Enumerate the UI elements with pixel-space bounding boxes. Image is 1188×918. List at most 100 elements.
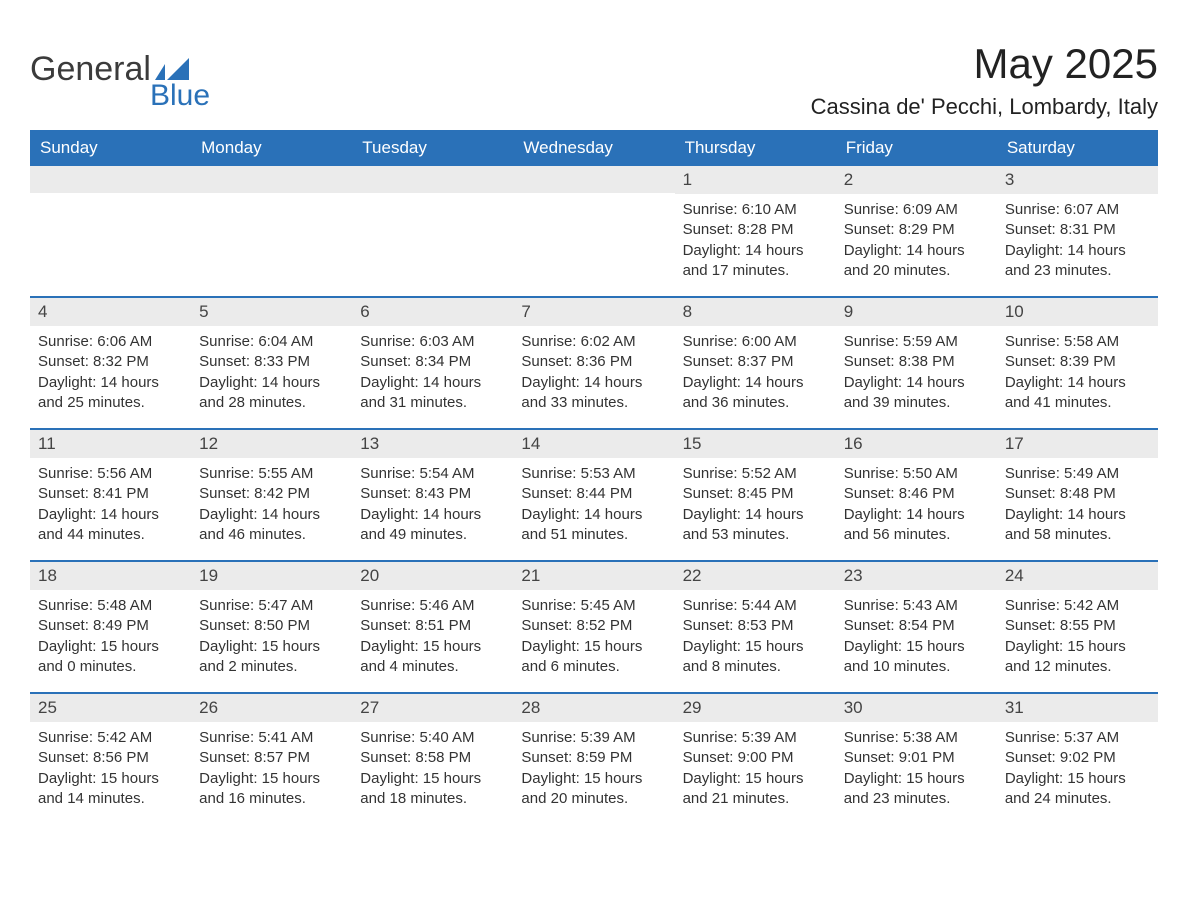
daylight-text: Daylight: 15 hours and 24 minutes. [1005, 769, 1150, 810]
calendar-cell: 1Sunrise: 6:10 AMSunset: 8:28 PMDaylight… [675, 166, 836, 296]
cell-body: Sunrise: 6:03 AMSunset: 8:34 PMDaylight:… [352, 326, 513, 423]
cell-body: Sunrise: 5:48 AMSunset: 8:49 PMDaylight:… [30, 590, 191, 687]
brand-word2: Blue [150, 79, 210, 113]
week-row: 18Sunrise: 5:48 AMSunset: 8:49 PMDayligh… [30, 560, 1158, 692]
calendar-cell: 13Sunrise: 5:54 AMSunset: 8:43 PMDayligh… [352, 430, 513, 560]
calendar-cell: 7Sunrise: 6:02 AMSunset: 8:36 PMDaylight… [513, 298, 674, 428]
daylight-text: Daylight: 14 hours and 56 minutes. [844, 505, 989, 546]
daylight-text: Daylight: 15 hours and 12 minutes. [1005, 637, 1150, 678]
day-number: 16 [836, 430, 997, 458]
daylight-text: Daylight: 14 hours and 46 minutes. [199, 505, 344, 546]
sunset-text: Sunset: 8:58 PM [360, 748, 505, 768]
sunset-text: Sunset: 8:41 PM [38, 484, 183, 504]
cell-body: Sunrise: 5:52 AMSunset: 8:45 PMDaylight:… [675, 458, 836, 555]
cell-body: Sunrise: 5:54 AMSunset: 8:43 PMDaylight:… [352, 458, 513, 555]
week-row: 1Sunrise: 6:10 AMSunset: 8:28 PMDaylight… [30, 166, 1158, 296]
sunrise-text: Sunrise: 5:42 AM [1005, 596, 1150, 616]
sunrise-text: Sunrise: 6:10 AM [683, 200, 828, 220]
sunset-text: Sunset: 8:46 PM [844, 484, 989, 504]
sunrise-text: Sunrise: 5:42 AM [38, 728, 183, 748]
sunrise-text: Sunrise: 5:40 AM [360, 728, 505, 748]
sunset-text: Sunset: 8:36 PM [521, 352, 666, 372]
calendar-cell: 14Sunrise: 5:53 AMSunset: 8:44 PMDayligh… [513, 430, 674, 560]
weekday-header: Sunday [30, 130, 191, 166]
sunset-text: Sunset: 8:49 PM [38, 616, 183, 636]
calendar-cell: 11Sunrise: 5:56 AMSunset: 8:41 PMDayligh… [30, 430, 191, 560]
daylight-text: Daylight: 14 hours and 36 minutes. [683, 373, 828, 414]
sunset-text: Sunset: 9:00 PM [683, 748, 828, 768]
day-number: 23 [836, 562, 997, 590]
sunset-text: Sunset: 8:39 PM [1005, 352, 1150, 372]
day-number: 10 [997, 298, 1158, 326]
daylight-text: Daylight: 14 hours and 39 minutes. [844, 373, 989, 414]
sunrise-text: Sunrise: 5:43 AM [844, 596, 989, 616]
weekday-header: Tuesday [352, 130, 513, 166]
sunset-text: Sunset: 8:31 PM [1005, 220, 1150, 240]
daylight-text: Daylight: 15 hours and 2 minutes. [199, 637, 344, 678]
sunset-text: Sunset: 8:53 PM [683, 616, 828, 636]
calendar-cell: 18Sunrise: 5:48 AMSunset: 8:49 PMDayligh… [30, 562, 191, 692]
calendar-cell: 25Sunrise: 5:42 AMSunset: 8:56 PMDayligh… [30, 694, 191, 824]
calendar-cell: 29Sunrise: 5:39 AMSunset: 9:00 PMDayligh… [675, 694, 836, 824]
cell-body: Sunrise: 5:49 AMSunset: 8:48 PMDaylight:… [997, 458, 1158, 555]
cell-body: Sunrise: 5:44 AMSunset: 8:53 PMDaylight:… [675, 590, 836, 687]
day-number: 20 [352, 562, 513, 590]
cell-body: Sunrise: 6:10 AMSunset: 8:28 PMDaylight:… [675, 194, 836, 291]
cell-body: Sunrise: 6:02 AMSunset: 8:36 PMDaylight:… [513, 326, 674, 423]
calendar-cell: 23Sunrise: 5:43 AMSunset: 8:54 PMDayligh… [836, 562, 997, 692]
sunrise-text: Sunrise: 6:04 AM [199, 332, 344, 352]
day-number [352, 166, 513, 193]
sunrise-text: Sunrise: 6:09 AM [844, 200, 989, 220]
day-number: 2 [836, 166, 997, 194]
cell-body: Sunrise: 6:07 AMSunset: 8:31 PMDaylight:… [997, 194, 1158, 291]
day-number: 24 [997, 562, 1158, 590]
daylight-text: Daylight: 14 hours and 25 minutes. [38, 373, 183, 414]
cell-body: Sunrise: 5:55 AMSunset: 8:42 PMDaylight:… [191, 458, 352, 555]
sunrise-text: Sunrise: 5:45 AM [521, 596, 666, 616]
calendar-cell: 27Sunrise: 5:40 AMSunset: 8:58 PMDayligh… [352, 694, 513, 824]
day-number: 11 [30, 430, 191, 458]
day-number [513, 166, 674, 193]
weekday-header: Wednesday [513, 130, 674, 166]
day-number [30, 166, 191, 193]
sunset-text: Sunset: 8:57 PM [199, 748, 344, 768]
sunset-text: Sunset: 9:02 PM [1005, 748, 1150, 768]
cell-body: Sunrise: 5:37 AMSunset: 9:02 PMDaylight:… [997, 722, 1158, 819]
sunset-text: Sunset: 8:54 PM [844, 616, 989, 636]
day-number: 6 [352, 298, 513, 326]
day-number: 26 [191, 694, 352, 722]
weeks-container: 1Sunrise: 6:10 AMSunset: 8:28 PMDaylight… [30, 166, 1158, 824]
sunset-text: Sunset: 8:33 PM [199, 352, 344, 372]
cell-body: Sunrise: 5:53 AMSunset: 8:44 PMDaylight:… [513, 458, 674, 555]
cell-body: Sunrise: 5:43 AMSunset: 8:54 PMDaylight:… [836, 590, 997, 687]
day-number: 12 [191, 430, 352, 458]
daylight-text: Daylight: 15 hours and 6 minutes. [521, 637, 666, 678]
sunrise-text: Sunrise: 6:03 AM [360, 332, 505, 352]
sunrise-text: Sunrise: 5:56 AM [38, 464, 183, 484]
day-number: 29 [675, 694, 836, 722]
calendar-cell [191, 166, 352, 296]
calendar-cell: 10Sunrise: 5:58 AMSunset: 8:39 PMDayligh… [997, 298, 1158, 428]
calendar-cell [352, 166, 513, 296]
sunset-text: Sunset: 8:34 PM [360, 352, 505, 372]
cell-body: Sunrise: 5:46 AMSunset: 8:51 PMDaylight:… [352, 590, 513, 687]
title-block: May 2025 Cassina de' Pecchi, Lombardy, I… [811, 40, 1158, 120]
day-number: 1 [675, 166, 836, 194]
cell-body: Sunrise: 5:47 AMSunset: 8:50 PMDaylight:… [191, 590, 352, 687]
sunset-text: Sunset: 8:29 PM [844, 220, 989, 240]
day-number: 3 [997, 166, 1158, 194]
sunset-text: Sunset: 9:01 PM [844, 748, 989, 768]
daylight-text: Daylight: 15 hours and 20 minutes. [521, 769, 666, 810]
week-row: 25Sunrise: 5:42 AMSunset: 8:56 PMDayligh… [30, 692, 1158, 824]
sunset-text: Sunset: 8:37 PM [683, 352, 828, 372]
sunset-text: Sunset: 8:38 PM [844, 352, 989, 372]
daylight-text: Daylight: 15 hours and 10 minutes. [844, 637, 989, 678]
calendar-cell: 24Sunrise: 5:42 AMSunset: 8:55 PMDayligh… [997, 562, 1158, 692]
calendar-cell: 8Sunrise: 6:00 AMSunset: 8:37 PMDaylight… [675, 298, 836, 428]
daylight-text: Daylight: 15 hours and 23 minutes. [844, 769, 989, 810]
calendar-cell: 28Sunrise: 5:39 AMSunset: 8:59 PMDayligh… [513, 694, 674, 824]
daylight-text: Daylight: 15 hours and 14 minutes. [38, 769, 183, 810]
cell-body: Sunrise: 6:09 AMSunset: 8:29 PMDaylight:… [836, 194, 997, 291]
sunrise-text: Sunrise: 6:00 AM [683, 332, 828, 352]
sunrise-text: Sunrise: 5:38 AM [844, 728, 989, 748]
